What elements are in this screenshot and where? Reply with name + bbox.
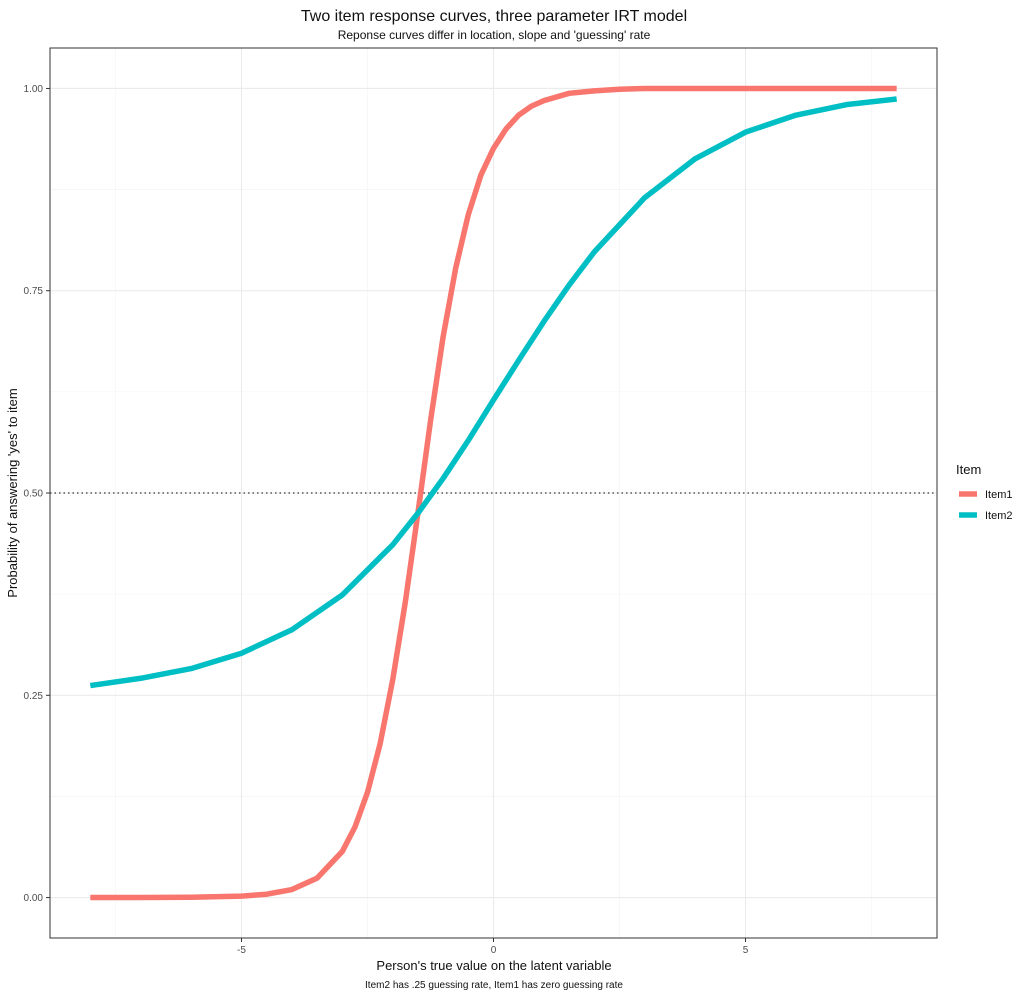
legend-title: Item [956,462,981,477]
x-tick-label: 5 [743,945,749,956]
series-lines [89,85,897,901]
x-tick-label: -5 [237,945,246,956]
x-axis-ticks: -5 0 5 [237,938,749,956]
x-axis-title: Person's true value on the latent variab… [376,958,611,973]
chart-subtitle: Reponse curves differ in location, slope… [338,28,651,42]
y-tick-label: 0.25 [24,691,44,702]
y-axis-title: Probability of answering 'yes' to item [5,388,20,597]
y-tick-label: 0.75 [24,286,44,297]
grid-lines [50,48,937,938]
series-line-item1 [90,85,897,901]
legend-label-item2: Item2 [985,510,1013,522]
y-tick-label: 0.50 [24,489,44,500]
y-axis-ticks: 0.00 0.25 0.50 0.75 1.00 [24,84,50,904]
series-line-item2 [89,96,897,689]
chart-title: Two item response curves, three paramete… [301,8,687,25]
y-tick-label: 1.00 [24,84,44,95]
chart-caption: Item2 has .25 guessing rate, Item1 has z… [365,980,623,991]
y-tick-label: 0.00 [24,893,44,904]
x-tick-label: 0 [491,945,497,956]
legend: Item Item1 Item2 [956,462,1013,522]
legend-label-item1: Item1 [985,489,1013,501]
